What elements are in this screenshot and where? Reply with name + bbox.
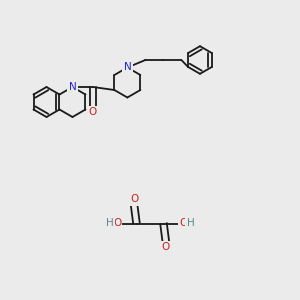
- Text: H: H: [106, 218, 113, 229]
- Text: O: O: [179, 218, 187, 229]
- Text: N: N: [124, 62, 131, 73]
- Text: O: O: [162, 242, 170, 253]
- Text: O: O: [113, 218, 121, 229]
- Text: O: O: [89, 107, 97, 117]
- Text: O: O: [130, 194, 138, 205]
- Text: N: N: [69, 82, 76, 92]
- Text: H: H: [187, 218, 194, 229]
